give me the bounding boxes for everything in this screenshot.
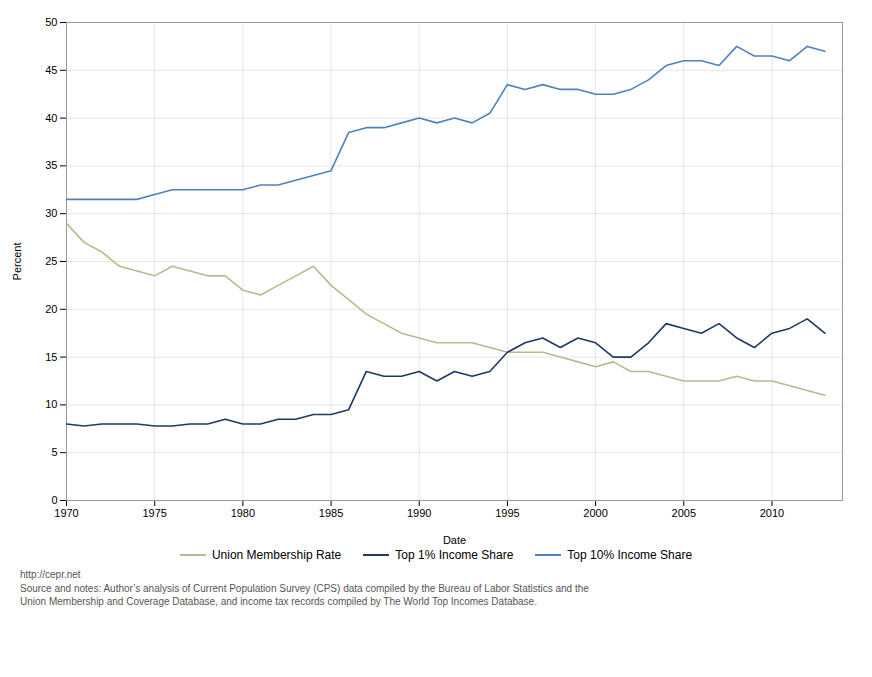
svg-text:40: 40 [45,112,57,124]
svg-text:5: 5 [51,446,57,458]
svg-text:2005: 2005 [672,507,696,519]
svg-text:1985: 1985 [319,507,343,519]
svg-text:1995: 1995 [495,507,519,519]
svg-text:0: 0 [51,494,57,506]
svg-text:20: 20 [45,303,57,315]
svg-text:2010: 2010 [760,507,784,519]
html-text:http://cepr.net Source and not: http://cepr.net Source and notes: Author… [20,569,589,607]
svg-text:30: 30 [45,207,57,219]
svg-text:15: 15 [45,351,57,363]
svg-text:45: 45 [45,64,57,76]
svg-text:10: 10 [45,398,57,410]
svg-text:1975: 1975 [142,507,166,519]
svg-text:Percent: Percent [11,243,23,281]
svg-text:2000: 2000 [583,507,607,519]
svg-text:25: 25 [45,255,57,267]
svg-text:50: 50 [45,16,57,28]
svg-text:1990: 1990 [407,507,431,519]
html-text:Union Membership Rate: Union Membership Rate [211,548,342,562]
svg-text:35: 35 [45,159,57,171]
html-text:Top 10% Income Share: Top 10% Income Share [567,548,693,562]
svg-text:Date: Date [443,534,466,546]
svg-text:1980: 1980 [231,507,255,519]
svg-text:1970: 1970 [54,507,78,519]
html-text:Top 1% Income Share: Top 1% Income Share [395,548,514,562]
